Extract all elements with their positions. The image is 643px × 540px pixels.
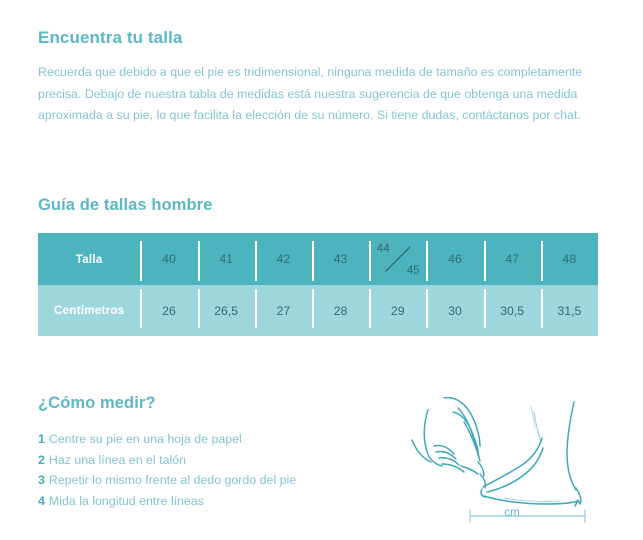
fraction-denominator: 45 <box>406 264 420 277</box>
table-cell-size-48: 48 <box>540 233 598 285</box>
table-cell-size-46: 46 <box>426 233 484 285</box>
row-header-talla: Talla <box>38 233 141 285</box>
foot-measurement-illustration: cm <box>404 388 620 536</box>
table-cell-cm-6: 30,5 <box>483 285 541 336</box>
step-text: Centre su pie en una hoja de papel <box>48 432 242 446</box>
fraction-numerator: 44 <box>376 242 390 255</box>
intro-paragraph: Recuerda que debido a que el pie es trid… <box>38 65 583 122</box>
size-chart-table: Talla 40 41 42 43 44 45 46 47 48 <box>38 233 598 336</box>
step-number: 2 <box>38 452 45 467</box>
table-cell-cm-3: 28 <box>311 285 370 336</box>
size-guide-section: Guía de tallas hombre Talla 40 41 42 43 … <box>38 196 600 336</box>
table-cell-size-40: 40 <box>140 233 198 285</box>
table-cell-size-41: 41 <box>197 233 255 285</box>
table-cell-cm-0: 26 <box>140 285 198 336</box>
cm-unit-label: cm <box>504 506 520 519</box>
list-item: 1 Centre su pie en una hoja de papel <box>38 429 398 450</box>
list-item: 4 Mida la longitud entre líneas <box>38 491 398 512</box>
how-to-measure-section: ¿Cómo medir? 1 Centre su pie en una hoja … <box>38 394 398 511</box>
table-cell-cm-2: 27 <box>254 285 312 336</box>
row-header-centimetros: Centímetros <box>38 285 141 336</box>
foot-illustration-icon <box>411 396 586 523</box>
table-cell-cm-7: 31,5 <box>540 285 598 336</box>
step-text: Repetir lo mismo frente al dedo gordo de… <box>48 473 297 488</box>
table-cell-cm-1: 26,5 <box>197 285 255 336</box>
intro-section: Encuentra tu talla Recuerda que debido a… <box>38 28 598 127</box>
table-cell-size-42: 42 <box>254 233 312 285</box>
table-row-centimeters: Centímetros 26 26,5 27 28 29 30 30,5 31,… <box>38 285 598 336</box>
table-cell-cm-5: 30 <box>426 285 484 336</box>
table-cell-size-43: 43 <box>311 233 370 285</box>
fraction-slash-icon <box>385 246 411 272</box>
step-number: 3 <box>38 473 45 488</box>
table-cell-size-47: 47 <box>483 233 541 285</box>
step-text: Haz una línea en el talón <box>48 452 186 467</box>
table-cell-size-44-45: 44 45 <box>369 233 427 285</box>
measure-steps-list: 1 Centre su pie en una hoja de papel 2 Haz… <box>38 429 398 511</box>
list-item: 3 Repetir lo mismo frente al dedo gordo d… <box>38 470 398 491</box>
list-item: 2 Haz una línea en el talón <box>38 450 398 471</box>
step-text: Mida la longitud entre líneas <box>48 493 204 508</box>
size-guide-heading: Guía de tallas hombre <box>38 196 213 214</box>
step-number: 1 <box>38 432 45 446</box>
table-row-sizes: Talla 40 41 42 43 44 45 46 47 48 <box>38 233 598 285</box>
fraction-44-45: 44 45 <box>375 240 421 278</box>
step-number: 4 <box>38 493 45 508</box>
how-to-measure-heading: ¿Cómo medir? <box>38 394 156 412</box>
table-cell-cm-4: 29 <box>369 285 427 336</box>
page-title: Encuentra tu talla <box>38 28 183 47</box>
